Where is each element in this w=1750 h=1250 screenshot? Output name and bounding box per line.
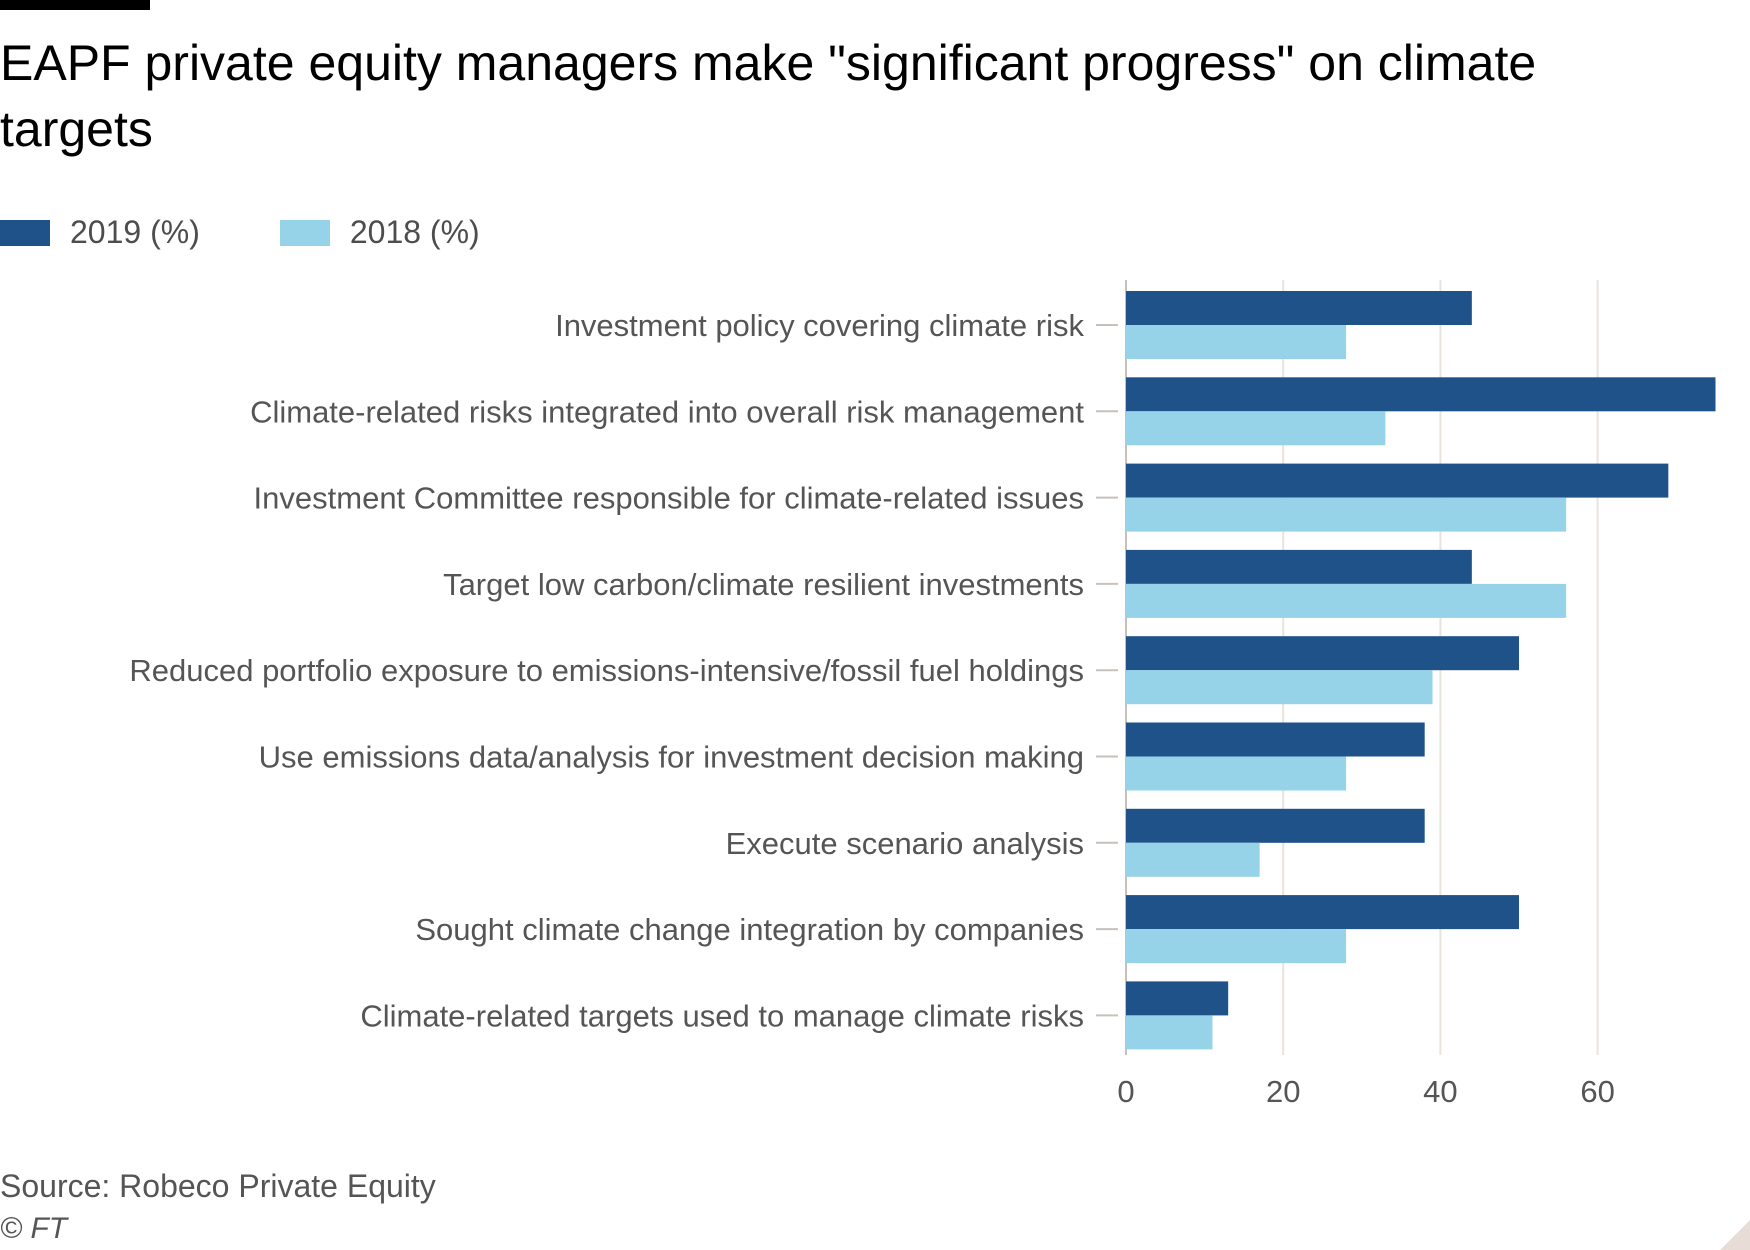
- bar-2018-5: [1126, 670, 1433, 705]
- category-label-7: Execute scenario analysis: [726, 826, 1084, 861]
- bar-2018-6: [1126, 756, 1347, 791]
- bar-2019-3: [1126, 463, 1669, 498]
- legend: 2019 (%) 2018 (%): [0, 214, 560, 251]
- bar-2019-5: [1126, 636, 1519, 671]
- category-label-2: Climate-related risks integrated into ov…: [250, 394, 1084, 429]
- bar-2018-9: [1126, 1015, 1213, 1050]
- chart-title: EAPF private equity managers make "signi…: [0, 35, 1537, 157]
- x-tick-label-20: 20: [1266, 1074, 1300, 1109]
- source-note: Source: Robeco Private Equity: [0, 1168, 436, 1204]
- bar-chart: 0 20 40 60 Investment policy covering climat…: [129, 280, 1716, 1109]
- legend-label-2018: 2018 (%): [349, 214, 480, 250]
- top-accent-bar: [0, 0, 150, 10]
- bar-2018-4: [1126, 583, 1567, 618]
- bar-2019-6: [1126, 722, 1425, 757]
- legend-swatch-2018: [279, 219, 330, 246]
- bar-2019-8: [1126, 895, 1519, 930]
- category-label-6: Use emissions data/analysis for investme…: [259, 740, 1084, 775]
- legend-item-2018: 2018 (%): [279, 214, 480, 251]
- x-tick-label-0: 0: [1117, 1074, 1134, 1109]
- corner-mark: [1720, 1220, 1750, 1250]
- bar-2018-3: [1126, 497, 1567, 532]
- bar-2019-4: [1126, 549, 1472, 584]
- bar-2018-2: [1126, 411, 1386, 446]
- bar-2019-9: [1126, 981, 1229, 1016]
- credit-note: © FT: [0, 1212, 68, 1245]
- legend-swatch-2019: [0, 219, 50, 246]
- category-label-5: Reduced portfolio exposure to emissions-…: [129, 653, 1084, 688]
- legend-label-2019: 2019 (%): [70, 214, 200, 250]
- category-label-3: Investment Committee responsible for cli…: [254, 481, 1084, 516]
- bar-2018-1: [1126, 325, 1347, 359]
- bar-2019-2: [1126, 377, 1716, 412]
- bar-2019-1: [1126, 291, 1472, 325]
- bar-2018-8: [1126, 929, 1347, 964]
- category-label-4: Target low carbon/climate resilient inve…: [443, 567, 1084, 602]
- category-label-9: Climate-related targets used to manage c…: [360, 998, 1084, 1033]
- category-label-8: Sought climate change integration by com…: [415, 912, 1084, 947]
- legend-item-2019: 2019 (%): [0, 214, 200, 251]
- bar-2018-7: [1126, 842, 1260, 877]
- category-label-1: Investment policy covering climate risk: [555, 308, 1084, 343]
- x-tick-label-40: 40: [1423, 1074, 1457, 1109]
- x-tick-label-60: 60: [1580, 1074, 1614, 1109]
- bar-2019-7: [1126, 808, 1425, 843]
